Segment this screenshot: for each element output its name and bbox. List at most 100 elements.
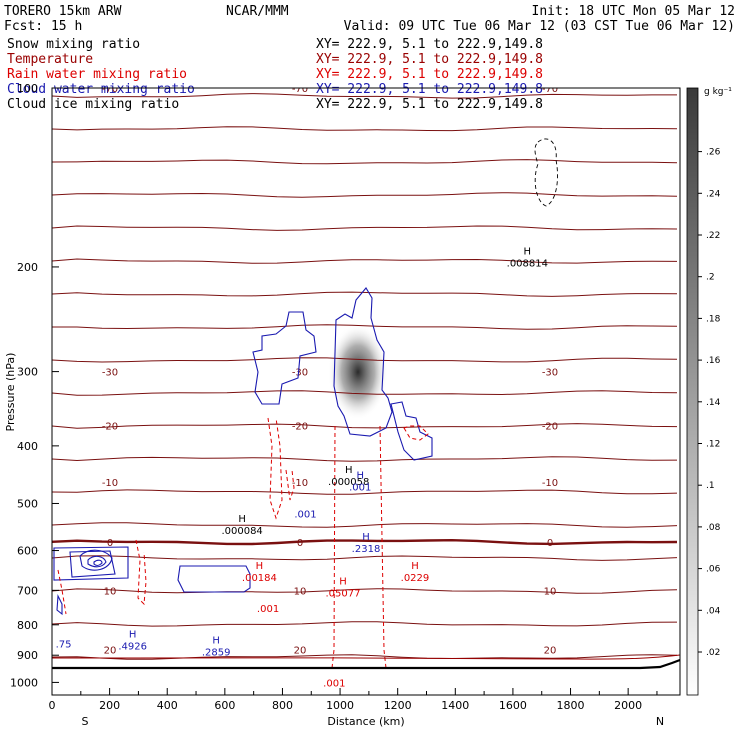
field-xy-range: XY= 222.9, 5.1 to 222.9,149.8 — [316, 52, 543, 67]
cloud-water-contours — [53, 287, 433, 616]
isotherm-label: 20 — [104, 645, 117, 656]
contour-label: .75 — [56, 639, 72, 650]
isotherm-line — [52, 126, 678, 132]
isotherm-label: 20 — [294, 645, 307, 656]
freezing-isotherm — [52, 538, 678, 546]
isotherm-line — [52, 456, 678, 462]
isotherm-line — [52, 291, 678, 297]
extremum-marker: H — [356, 471, 364, 482]
x-tick-label: 1600 — [499, 699, 527, 712]
y-tick-label: 700 — [17, 584, 38, 597]
rain-water-contours — [57, 417, 429, 669]
extremum-value: .008814 — [507, 258, 548, 269]
header-valid-time: Valid: 09 UTC Tue 06 Mar 12 (03 CST Tue … — [344, 19, 735, 34]
x-tick-label: 400 — [157, 699, 178, 712]
colorbar-tick-label: .08 — [706, 523, 721, 533]
extremum-value: .0229 — [401, 573, 430, 584]
isotherm-label: -30 — [542, 368, 558, 379]
north-label: N — [656, 715, 664, 728]
x-tick-label: 800 — [272, 699, 293, 712]
colorbar-tick-label: .12 — [706, 440, 720, 450]
extremum-marker: H — [129, 629, 137, 640]
extremum-marker: H — [339, 576, 347, 587]
colorbar-tick-label: .16 — [706, 356, 721, 366]
surface-pressure-line — [52, 658, 680, 670]
isotherm-label: -20 — [102, 422, 118, 433]
field-name: Cloud water mixing ratio — [7, 82, 195, 97]
extremum-value: .00184 — [242, 573, 277, 584]
isotherm-label: 10 — [294, 586, 307, 597]
extremum-value: .4926 — [118, 641, 147, 652]
isotherm-line — [52, 324, 678, 330]
colorbar-tick-label: .02 — [706, 648, 720, 658]
extremum-value: .05077 — [325, 588, 360, 599]
header-init-time: Init: 18 UTC Mon 05 Mar 12 — [532, 4, 736, 19]
field-xy-range: XY= 222.9, 5.1 to 222.9,149.8 — [316, 37, 543, 52]
isotherm-label: 10 — [104, 586, 117, 597]
isotherm-label: 0 — [107, 538, 113, 549]
isotherm-label: 0 — [547, 538, 553, 549]
isotherm-line — [52, 522, 678, 528]
x-tick-label: 1200 — [384, 699, 412, 712]
x-tick-label: 200 — [99, 699, 120, 712]
isotherm-line — [52, 654, 678, 660]
plot-frame — [51, 87, 681, 696]
isotherm-line — [52, 423, 678, 429]
contour-label: .001 — [257, 604, 279, 615]
extremum-value: .2318 — [352, 544, 381, 555]
colorbar-tick-label: .26 — [706, 148, 721, 158]
isotherm-label: 20 — [544, 645, 557, 656]
isotherm-label: 10 — [544, 586, 557, 597]
isotherm-line — [52, 588, 678, 594]
field-xy-range: XY= 222.9, 5.1 to 222.9,149.8 — [316, 67, 543, 82]
contour-label: .001 — [294, 510, 316, 521]
isotherm-label: 0 — [297, 538, 303, 549]
colorbar-tick-label: .04 — [706, 606, 721, 616]
isotherm-label: -70 — [102, 84, 118, 95]
extremum-marker: H — [524, 246, 532, 257]
isotherm-label: -10 — [542, 478, 558, 489]
colorbar-tick-label: .18 — [706, 314, 721, 324]
isotherm-label: -30 — [102, 368, 118, 379]
colorbar-ticks: .02 .04 .06 .08 .1 .12 .14 .16 .18 .2 .22 .24 .26 — [698, 148, 721, 658]
y-tick-label: 600 — [17, 545, 38, 558]
isotherm-label: -70 — [542, 84, 558, 95]
y-tick-label: 1000 — [10, 676, 38, 689]
isotherm-label: -10 — [102, 478, 118, 489]
isotherm-line — [52, 93, 677, 99]
field-legend: Snow mixing ratio XY= 222.9, 5.1 to 222.9… — [7, 37, 543, 112]
extremum-marker: H — [345, 465, 353, 476]
contour-label: .001 — [323, 678, 345, 689]
x-tick-label: 1000 — [326, 699, 354, 712]
temperature-isotherms: -70 -70 -70 -30 -30 -30 -20 -20 -20 -10 -10 -10 0 0 0 1… — [52, 84, 678, 660]
colorbar-tick-label: .1 — [706, 481, 715, 491]
y-axis: 100 200 300 400 500 600 700 800 900 1000 — [10, 82, 59, 689]
colorbar-unit: g kg⁻¹ — [704, 87, 732, 97]
x-axis-label: Distance (km) — [327, 715, 404, 728]
isotherm-line — [52, 258, 678, 264]
isotherm-line — [52, 225, 678, 231]
extremum-marker: H — [238, 514, 246, 525]
isotherm-line — [52, 390, 678, 396]
south-label: S — [82, 715, 89, 728]
extremum-marker: H — [212, 635, 220, 646]
extremum-value: .000058 — [328, 477, 369, 488]
isotherm-line — [52, 192, 678, 198]
header-center: NCAR/MMM — [226, 4, 289, 19]
header-model-name: TORERO 15km ARW — [4, 4, 122, 19]
colorbar-tick-label: .2 — [706, 273, 715, 283]
field-extrema: H.008814H.000058H.001H.000084H.2318H.001… — [56, 246, 548, 689]
cloud-ice-contours — [534, 138, 558, 207]
field-name: Rain water mixing ratio — [7, 67, 187, 82]
isotherm-label: -30 — [292, 368, 308, 379]
x-tick-label: 2000 — [614, 699, 642, 712]
extremum-marker: H — [411, 561, 419, 572]
extremum-marker: H — [256, 561, 264, 572]
isotherm-line — [52, 159, 678, 165]
plot-area: -70 -70 -70 -30 -30 -30 -20 -20 -20 -10 -10 -10 0 0 0 1… — [52, 84, 680, 689]
y-axis-label: Pressure (hPa) — [4, 353, 17, 432]
isotherm-label: -10 — [292, 478, 308, 489]
extremum-value: .000084 — [221, 526, 262, 537]
y-tick-label: 400 — [17, 440, 38, 453]
